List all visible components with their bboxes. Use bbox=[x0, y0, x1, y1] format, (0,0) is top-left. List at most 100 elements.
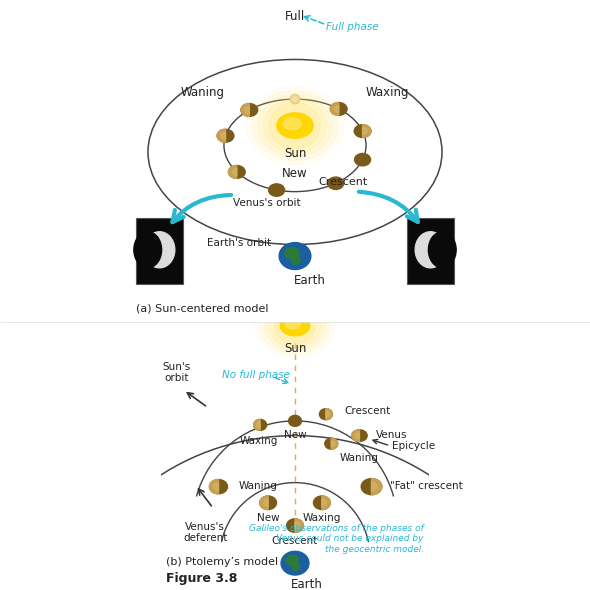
Text: New: New bbox=[257, 513, 280, 523]
Polygon shape bbox=[326, 409, 332, 419]
Polygon shape bbox=[257, 422, 260, 428]
Ellipse shape bbox=[428, 232, 456, 268]
FancyBboxPatch shape bbox=[136, 218, 183, 284]
Ellipse shape bbox=[328, 177, 344, 189]
Polygon shape bbox=[326, 411, 329, 417]
Ellipse shape bbox=[270, 103, 320, 149]
Polygon shape bbox=[355, 432, 359, 439]
Ellipse shape bbox=[286, 319, 300, 329]
Text: Sun: Sun bbox=[284, 342, 306, 355]
Ellipse shape bbox=[319, 409, 332, 419]
Polygon shape bbox=[241, 104, 250, 116]
Polygon shape bbox=[221, 132, 225, 139]
Polygon shape bbox=[331, 438, 337, 449]
Ellipse shape bbox=[289, 415, 301, 427]
Polygon shape bbox=[372, 482, 377, 491]
Polygon shape bbox=[363, 127, 367, 135]
Ellipse shape bbox=[264, 99, 326, 153]
Polygon shape bbox=[295, 522, 300, 529]
Ellipse shape bbox=[270, 304, 320, 348]
Polygon shape bbox=[363, 124, 371, 137]
Polygon shape bbox=[217, 129, 225, 142]
Ellipse shape bbox=[287, 519, 303, 532]
Text: Waning: Waning bbox=[181, 86, 224, 99]
Polygon shape bbox=[372, 478, 382, 494]
Ellipse shape bbox=[361, 478, 382, 494]
Ellipse shape bbox=[325, 438, 337, 449]
Ellipse shape bbox=[209, 480, 228, 494]
Ellipse shape bbox=[285, 247, 299, 258]
Text: No full phase: No full phase bbox=[222, 371, 290, 380]
Ellipse shape bbox=[277, 113, 313, 138]
Polygon shape bbox=[260, 496, 268, 510]
Text: Waning: Waning bbox=[238, 481, 277, 491]
Ellipse shape bbox=[274, 307, 316, 345]
Ellipse shape bbox=[355, 153, 371, 166]
Ellipse shape bbox=[246, 87, 344, 165]
Ellipse shape bbox=[292, 563, 300, 571]
Ellipse shape bbox=[354, 124, 371, 137]
Ellipse shape bbox=[292, 96, 298, 102]
Ellipse shape bbox=[286, 555, 299, 565]
Ellipse shape bbox=[279, 242, 311, 270]
Ellipse shape bbox=[260, 496, 277, 510]
Ellipse shape bbox=[241, 104, 258, 116]
Text: Sun's
orbit: Sun's orbit bbox=[163, 362, 191, 384]
Ellipse shape bbox=[281, 551, 309, 575]
Ellipse shape bbox=[280, 315, 310, 336]
Ellipse shape bbox=[260, 297, 330, 354]
Text: Waxing: Waxing bbox=[303, 513, 341, 523]
Polygon shape bbox=[209, 480, 218, 494]
Ellipse shape bbox=[145, 232, 175, 268]
Text: (b) Ptolemy’s model: (b) Ptolemy’s model bbox=[166, 557, 278, 567]
Text: Earth: Earth bbox=[294, 274, 326, 287]
Ellipse shape bbox=[134, 232, 162, 268]
Ellipse shape bbox=[313, 496, 330, 510]
Text: Full phase: Full phase bbox=[326, 22, 379, 32]
Ellipse shape bbox=[291, 255, 300, 264]
Text: Sun: Sun bbox=[284, 147, 306, 160]
Text: Galileo's observations of the phases of
Venus could not be explained by
the geoc: Galileo's observations of the phases of … bbox=[249, 524, 424, 554]
Polygon shape bbox=[352, 430, 359, 441]
Polygon shape bbox=[322, 499, 326, 506]
Ellipse shape bbox=[290, 94, 300, 104]
Polygon shape bbox=[322, 496, 330, 510]
Text: Earth: Earth bbox=[291, 578, 323, 590]
Ellipse shape bbox=[258, 94, 332, 156]
Text: "Fat" crescent: "Fat" crescent bbox=[391, 481, 463, 491]
Polygon shape bbox=[214, 483, 218, 490]
Ellipse shape bbox=[228, 166, 245, 178]
Text: (a) Sun-centered model: (a) Sun-centered model bbox=[136, 304, 269, 314]
Ellipse shape bbox=[352, 430, 367, 441]
Polygon shape bbox=[330, 103, 339, 115]
Text: Full: Full bbox=[285, 10, 305, 23]
Polygon shape bbox=[334, 106, 339, 113]
Text: Earth's orbit: Earth's orbit bbox=[206, 238, 271, 248]
Text: Crescent: Crescent bbox=[345, 407, 391, 417]
Polygon shape bbox=[232, 168, 237, 175]
Text: Venus: Venus bbox=[376, 430, 407, 440]
Text: Venus's
deferent: Venus's deferent bbox=[183, 522, 227, 543]
FancyBboxPatch shape bbox=[407, 218, 454, 284]
Text: Crescent: Crescent bbox=[318, 177, 368, 186]
Ellipse shape bbox=[330, 103, 347, 115]
Ellipse shape bbox=[255, 294, 335, 358]
Text: Figure 3.8: Figure 3.8 bbox=[166, 572, 238, 585]
Text: New: New bbox=[282, 167, 308, 180]
Ellipse shape bbox=[415, 232, 445, 268]
Polygon shape bbox=[245, 106, 250, 113]
Ellipse shape bbox=[217, 129, 234, 142]
Ellipse shape bbox=[283, 118, 301, 130]
Text: Waxing: Waxing bbox=[240, 435, 278, 445]
Polygon shape bbox=[331, 441, 335, 447]
Polygon shape bbox=[295, 519, 303, 532]
Text: Waning: Waning bbox=[339, 453, 378, 463]
Polygon shape bbox=[254, 419, 260, 430]
Text: Epicycle: Epicycle bbox=[392, 441, 435, 451]
Text: Venus's orbit: Venus's orbit bbox=[233, 198, 301, 208]
Polygon shape bbox=[228, 166, 237, 178]
Text: New: New bbox=[284, 430, 306, 440]
Text: Crescent: Crescent bbox=[272, 536, 318, 546]
Ellipse shape bbox=[252, 90, 338, 160]
Ellipse shape bbox=[268, 184, 284, 196]
